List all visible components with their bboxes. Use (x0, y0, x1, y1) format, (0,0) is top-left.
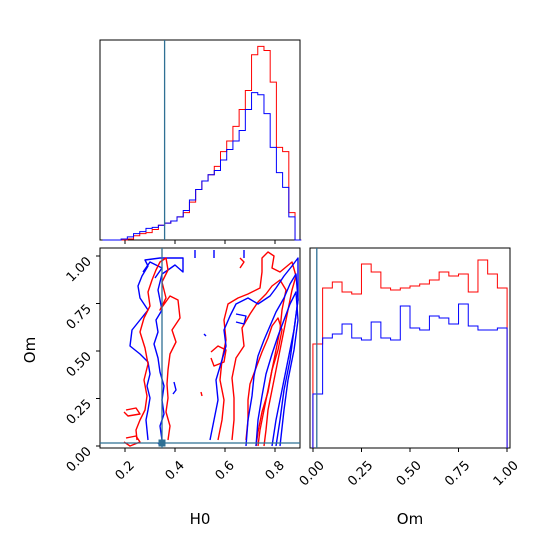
om-histogram-plot (312, 259, 508, 448)
joint-truth-marker (158, 439, 166, 447)
y-tick-label: 0.50 (64, 349, 95, 380)
joint-x-axis: 0.2 0.4 0.6 0.8 H0 (113, 448, 288, 528)
contour-blue-right-mid (245, 273, 299, 447)
histogram-series-1 (312, 303, 508, 448)
contour-red-right-core (245, 317, 283, 447)
x-tick-label: 1.00 (491, 458, 522, 489)
contour-red-dot (200, 391, 203, 397)
y-tick-label: 0.25 (64, 397, 95, 428)
histogram-series-1 (102, 92, 302, 241)
joint-y-axis: 0.00 0.25 0.50 0.75 1.00 Om (21, 254, 100, 475)
h0-marginal-frame (99, 39, 301, 241)
x-axis-title-om: Om (397, 510, 423, 528)
x-tick-label: 0.8 (263, 458, 288, 483)
x-axis-title-h0: H0 (190, 510, 211, 528)
contour-blue-left-2 (142, 261, 163, 279)
contour-red-right-outer (217, 251, 297, 447)
h0-marginal-panel (99, 39, 302, 244)
x-tick-label: 0.75 (442, 458, 473, 489)
contour-blue-mid-2 (203, 333, 207, 337)
contour-red-left-3 (123, 435, 141, 447)
contour-red-left-2 (123, 407, 141, 417)
om-x-axis: 0.00 0.25 0.50 0.75 1.00 Om (297, 448, 522, 528)
contour-blue-mid-1 (235, 313, 247, 325)
joint-panel: 0.2 0.4 0.6 0.8 H0 0.00 0.25 0.50 0.75 1… (21, 247, 301, 528)
y-axis-title-om: Om (21, 337, 39, 363)
x-tick-label: 0.50 (394, 458, 425, 489)
x-tick-label: 0.00 (297, 458, 328, 489)
contour-blue-left (129, 257, 184, 445)
y-tick-label: 0.00 (64, 444, 95, 475)
x-tick-label: 0.25 (345, 458, 376, 489)
h0-marginal-x-ticks (124, 240, 276, 244)
contour-red-mid-2 (239, 257, 245, 269)
contour-blue-small (172, 381, 177, 395)
contour-lines (123, 250, 299, 447)
contour-red-mid-1 (210, 345, 227, 367)
contour-red-left (135, 257, 181, 441)
histogram-series-0 (312, 259, 508, 448)
om-marginal-frame (309, 247, 511, 449)
x-tick-label: 0.4 (163, 458, 188, 483)
y-tick-label: 1.00 (64, 254, 95, 285)
x-tick-label: 0.2 (113, 458, 138, 483)
x-tick-label: 0.6 (213, 458, 238, 483)
h0-histogram-plot (102, 45, 302, 241)
contour-blue-right-inner (255, 291, 299, 447)
y-tick-label: 0.75 (64, 302, 95, 333)
joint-frame (99, 247, 301, 449)
om-marginal-panel: 0.00 0.25 0.50 0.75 1.00 Om (297, 247, 522, 528)
